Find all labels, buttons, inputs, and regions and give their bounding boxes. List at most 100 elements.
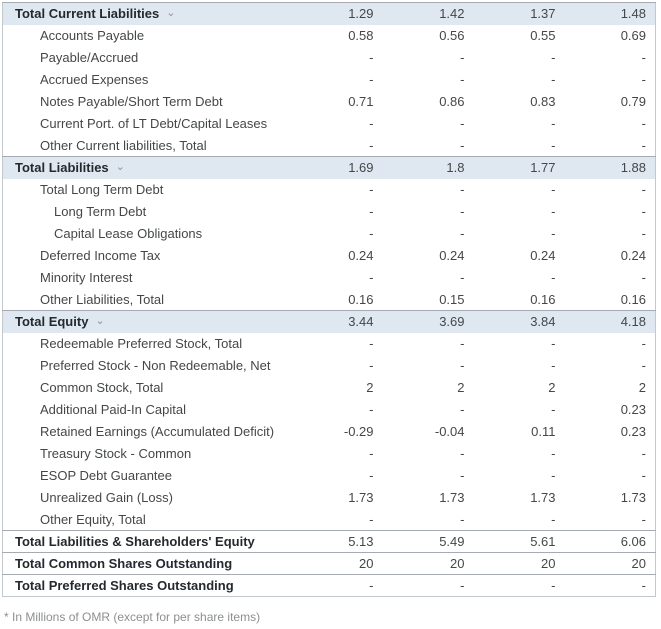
value-cell: -: [551, 336, 556, 351]
value-cell: -: [641, 446, 646, 461]
row-label: Total Long Term Debt: [40, 182, 164, 197]
balance-sheet-table: Total Current Liabilities ⌄ 1.29 1.42 1.37 1.…: [2, 2, 656, 597]
value-cell: -: [551, 116, 556, 131]
line-item-row: Other Liabilities, Total 0.16 0.15 0.16 0.16: [3, 289, 656, 311]
row-label-cell[interactable]: Total Current Liabilities ⌄: [2, 2, 292, 25]
chevron-down-icon[interactable]: ⌄: [95, 315, 105, 328]
value-cell: -: [369, 336, 374, 351]
row-label[interactable]: Total Current Liabilities: [15, 6, 160, 22]
row-label: Payable/Accrued: [40, 50, 139, 65]
row-label-cell: Redeemable Preferred Stock, Total: [3, 333, 292, 355]
value-cell: 6.06: [564, 530, 656, 553]
value-cell: 2: [366, 380, 374, 395]
value-cell: -: [369, 226, 374, 241]
row-label-cell: Common Stock, Total: [3, 377, 292, 399]
chevron-down-icon[interactable]: ⌄: [166, 7, 176, 20]
value-cell: 0.16: [620, 291, 646, 307]
row-label-cell: Retained Earnings (Accumulated Deficit): [3, 421, 292, 443]
value-cell: -: [551, 358, 556, 373]
value-cell: -: [641, 204, 646, 219]
value-cell: 0.55: [530, 28, 556, 43]
value-cell: -: [551, 468, 556, 483]
line-item-row: Capital Lease Obligations - - - -: [3, 223, 656, 245]
value-cell: 0.24: [348, 248, 374, 263]
value-cell: 20: [382, 552, 474, 575]
value-cell: 0.79: [620, 94, 646, 109]
value-cell: -: [460, 336, 465, 351]
line-item-row: Retained Earnings (Accumulated Deficit) -…: [3, 421, 656, 443]
line-item-row: Payable/Accrued - - - -: [3, 47, 656, 69]
line-item-row: Unrealized Gain (Loss) 1.73 1.73 1.73 1.73: [3, 487, 656, 509]
value-cell: 1.88: [564, 156, 656, 179]
value-cell: -: [551, 182, 556, 197]
row-label-cell: Additional Paid-In Capital: [3, 399, 292, 421]
value-cell: 5.13: [291, 530, 383, 553]
line-item-row: ESOP Debt Guarantee - - - -: [3, 465, 656, 487]
value-cell: -: [641, 358, 646, 373]
value-cell: -0.04: [434, 424, 465, 439]
line-item-row: Preferred Stock - Non Redeemable, Net - - -…: [3, 355, 656, 377]
row-label: Common Stock, Total: [40, 380, 164, 395]
row-label-cell[interactable]: Total Liabilities ⌄: [2, 156, 292, 179]
value-cell: 0.16: [530, 291, 556, 307]
row-label: Long Term Debt: [54, 204, 147, 219]
value-cell: -: [460, 72, 465, 87]
row-label: Deferred Income Tax: [40, 248, 161, 263]
value-cell: 2: [457, 380, 465, 395]
value-cell: -: [641, 226, 646, 241]
section-header-row[interactable]: Total Liabilities ⌄ 1.69 1.8 1.77 1.88: [2, 156, 656, 179]
row-label-cell: ESOP Debt Guarantee: [3, 465, 292, 487]
value-cell: 1.48: [564, 2, 656, 25]
row-label[interactable]: Total Equity: [15, 314, 89, 330]
value-cell: 1.29: [291, 2, 383, 25]
value-cell: -: [564, 574, 656, 597]
value-cell: -: [382, 574, 474, 597]
section-header-row[interactable]: Total Current Liabilities ⌄ 1.29 1.42 1.37 1.…: [2, 2, 656, 25]
value-cell: -: [551, 226, 556, 241]
units-footnote: * In Millions of OMR (except for per sha…: [4, 610, 261, 624]
value-cell: -: [369, 116, 374, 131]
value-cell: 2: [638, 380, 646, 395]
value-cell: -: [369, 468, 374, 483]
value-cell: 0.16: [348, 291, 374, 307]
row-label-cell: Long Term Debt: [3, 201, 292, 223]
value-cell: 1.8: [382, 156, 474, 179]
value-cell: -: [291, 574, 383, 597]
row-label-cell: Other Equity, Total: [3, 509, 292, 531]
row-label-cell[interactable]: Total Equity ⌄: [2, 310, 292, 333]
row-label: Treasury Stock - Common: [40, 446, 192, 461]
value-cell: 0.24: [439, 248, 465, 263]
value-cell: 5.49: [382, 530, 474, 553]
value-cell: -: [551, 204, 556, 219]
value-cell: -: [369, 204, 374, 219]
value-cell: 1.73: [530, 490, 556, 505]
value-cell: -: [369, 511, 374, 527]
value-cell: -: [460, 468, 465, 483]
value-cell: 0.15: [439, 291, 465, 307]
row-label-cell: Current Port. of LT Debt/Capital Leases: [3, 113, 292, 135]
value-cell: -: [641, 511, 646, 527]
section-header-row[interactable]: Total Equity ⌄ 3.44 3.69 3.84 4.18: [2, 310, 656, 333]
row-label-cell: Payable/Accrued: [3, 47, 292, 69]
value-cell: 0.24: [620, 248, 646, 263]
row-label: Capital Lease Obligations: [54, 226, 203, 241]
row-label-cell: Deferred Income Tax: [3, 245, 292, 267]
value-cell: -: [551, 402, 556, 417]
value-cell: -: [551, 137, 556, 153]
total-row: Total Common Shares Outstanding 20 20 20 20: [2, 552, 656, 575]
chevron-down-icon[interactable]: ⌄: [115, 161, 125, 174]
row-label: Other Current liabilities, Total: [40, 137, 207, 153]
value-cell: -: [369, 402, 374, 417]
row-label-cell: Notes Payable/Short Term Debt: [3, 91, 292, 113]
row-label: ESOP Debt Guarantee: [40, 468, 173, 483]
row-label[interactable]: Total Liabilities: [15, 160, 109, 176]
row-label: Redeemable Preferred Stock, Total: [40, 336, 243, 351]
value-cell: -: [460, 402, 465, 417]
value-cell: -: [551, 446, 556, 461]
value-cell: -: [551, 270, 556, 285]
value-cell: 0.11: [531, 424, 556, 439]
row-label-cell: Accrued Expenses: [3, 69, 292, 91]
value-cell: -: [641, 182, 646, 197]
row-label-cell: Other Current liabilities, Total: [3, 135, 292, 157]
